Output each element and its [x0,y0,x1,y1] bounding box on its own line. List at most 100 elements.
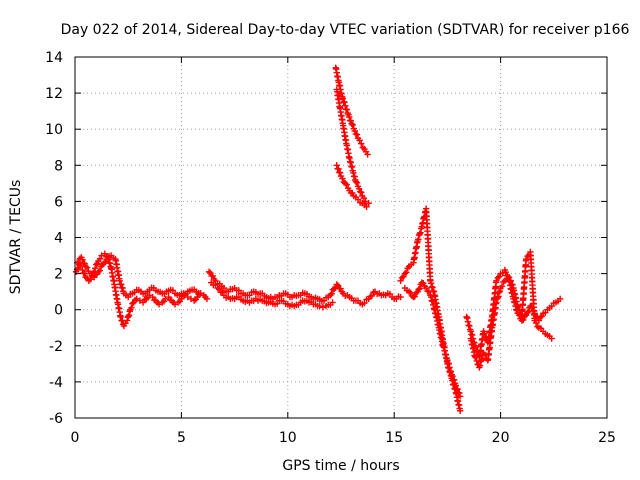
data-point-marker [401,270,409,277]
data-point-marker [92,264,99,272]
data-point-marker [355,185,363,192]
data-point-marker [96,255,104,263]
data-point-marker [209,272,217,280]
data-point-marker [397,277,404,285]
x-tick-label: 20 [492,430,510,446]
data-point-marker [82,263,89,270]
data-point-marker [548,335,555,342]
data-point-marker [493,299,500,306]
data-point-marker [95,268,102,275]
y-tick-label: -6 [49,411,63,427]
data-point-marker [441,347,448,354]
data-point-marker [525,308,532,316]
chart-title: Day 022 of 2014, Sidereal Day-to-day VTE… [61,22,630,38]
data-point-marker [449,373,456,380]
x-tick-label: 25 [598,430,616,446]
data-point-marker [427,280,435,287]
data-point-marker [514,302,521,310]
data-point-marker [469,331,476,339]
data-point-marker [339,95,347,102]
data-point-marker [466,322,473,330]
data-point-marker [509,281,516,288]
data-point-marker [360,194,368,202]
data-point-marker [353,179,361,186]
data-point-marker [329,299,336,306]
data-point-marker [358,140,365,147]
data-point-marker [467,328,475,335]
data-point-marker [83,264,91,271]
y-tick-label: 2 [54,267,63,283]
data-point-marker [346,113,353,121]
data-point-marker [495,293,502,300]
data-point-marker [398,274,406,282]
data-point-marker [75,258,82,266]
data-point-marker [117,281,125,288]
data-point-marker [407,289,414,297]
data-point-marker [494,274,501,282]
ticks-layer [74,56,608,419]
data-point-marker [117,313,124,321]
data-point-marker [356,137,363,144]
data-point-marker [447,368,455,375]
y-tick-label: -2 [49,339,63,355]
data-point-marker [203,295,211,303]
data-point-marker [96,267,104,274]
data-point-marker [524,309,531,317]
data-point-marker [336,169,344,176]
data-point-marker [412,289,420,297]
data-point-marker [532,319,540,327]
data-point-marker [456,407,464,414]
data-point-marker [456,389,463,397]
y-tick-label: 0 [54,303,63,319]
data-series [332,64,371,158]
data-point-marker [464,314,471,322]
data-point-marker [556,295,564,303]
data-point-marker [337,285,344,292]
data-point-marker [496,287,504,295]
data-point-marker [464,318,472,325]
data-point-marker [79,256,86,263]
data-point-marker [415,236,422,243]
data-point-marker [515,303,522,311]
data-point-marker [463,313,470,321]
data-point-marker [361,299,368,307]
data-point-marker [520,316,527,324]
y-tick-label: 12 [45,86,63,102]
data-point-marker [430,305,438,312]
data-point-marker [420,280,427,287]
data-point-marker [425,288,433,295]
data-point-marker [93,261,100,268]
data-point-marker [343,181,350,188]
data-point-marker [316,302,323,310]
data-point-marker [427,293,435,301]
data-point-marker [349,121,356,129]
y-tick-label: 8 [54,158,63,174]
data-point-marker [446,364,453,371]
data-point-marker [411,293,418,300]
tick-labels: 0 5 10 15 20 25 -6 -4 -2 0 2 4 6 8 10 12 14 [45,50,616,446]
data-point-marker [417,229,424,236]
data-point-marker [415,286,422,293]
data-point-marker [502,268,509,276]
data-point-marker [364,151,371,158]
data-point-marker [197,290,204,297]
data-point-marker [472,354,480,361]
data-point-marker [348,120,355,127]
data-point-marker [440,343,448,351]
y-tick-label: 4 [54,231,63,247]
data-point-marker [363,203,370,211]
data-point-marker [102,258,109,266]
data-point-marker [342,102,349,109]
y-tick-label: 14 [45,50,63,66]
data-point-marker [476,362,484,369]
data-point-marker [116,277,123,285]
data-series [205,268,404,308]
x-axis-title: GPS time / hours [282,458,399,474]
data-point-marker [430,301,437,309]
data-point-marker [416,285,423,292]
data-point-marker [335,165,342,173]
grid-layer [75,57,607,418]
data-point-marker [339,175,346,182]
x-tick-label: 10 [279,430,297,446]
data-point-marker [507,277,515,285]
